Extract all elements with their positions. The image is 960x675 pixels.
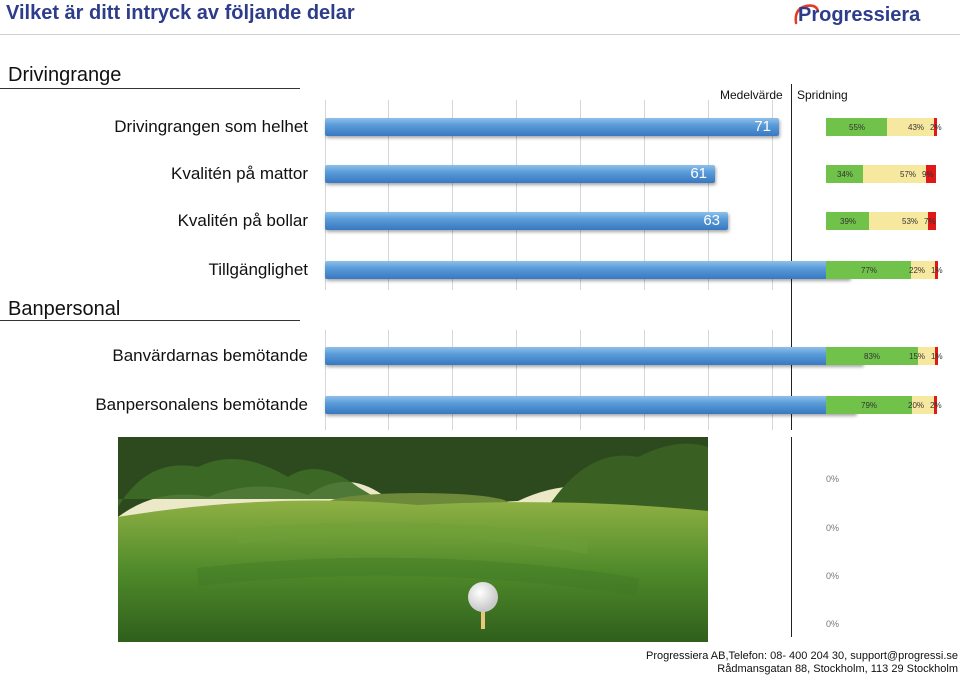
gridline — [644, 100, 645, 290]
empty-column-divider — [791, 437, 792, 637]
section-title-drivingrange: Drivingrange — [8, 64, 122, 86]
svg-text:Progressiera: Progressiera — [798, 4, 921, 26]
mean-bar — [325, 212, 728, 230]
mean-column-header: Medelvärde — [720, 88, 783, 102]
spread-value-label: 22% — [909, 266, 926, 275]
gridline — [580, 330, 581, 430]
spread-positive-segment — [826, 347, 918, 365]
progressiera-logo: Progressiera — [794, 4, 921, 26]
gridline — [325, 330, 326, 430]
gridline — [644, 330, 645, 430]
empty-spread-label: 0% — [826, 523, 840, 533]
gridline — [452, 100, 453, 290]
spread-value-label: 43% — [908, 123, 925, 132]
mean-bar — [325, 347, 863, 365]
empty-spread-label: 0% — [826, 619, 840, 629]
mean-value-label: 61 — [690, 165, 707, 182]
gridline — [772, 330, 773, 430]
gridline — [388, 330, 389, 430]
spread-positive-segment — [826, 212, 869, 230]
spread-neutral-segment — [918, 347, 935, 365]
spread-value-label: 7% — [924, 217, 936, 226]
spread-negative-segment — [935, 261, 938, 279]
spread-value-label: 77% — [861, 266, 878, 275]
spread-positive-segment — [826, 165, 863, 183]
gridline — [580, 100, 581, 290]
gridline — [388, 100, 389, 290]
row-label: Banpersonalens bemötande — [95, 395, 308, 414]
golf-course-photo — [118, 437, 708, 642]
gridline — [708, 330, 709, 430]
mean-value-label: 82 — [325, 261, 842, 279]
spread-neutral-segment — [912, 396, 934, 414]
spread-column-header: Spridning — [797, 88, 848, 102]
row-label: Drivingrangen som helhet — [114, 117, 308, 136]
title-divider — [0, 34, 960, 35]
row-label: Kvalitén på mattor — [170, 164, 308, 183]
spread-neutral-segment — [887, 118, 934, 136]
spread-value-label: 39% — [840, 217, 857, 226]
spread-negative-segment — [926, 165, 936, 183]
spread-value-label: 15% — [909, 352, 926, 361]
mean-bar — [325, 396, 856, 414]
spread-positive-segment — [826, 261, 911, 279]
spread-negative-segment — [935, 347, 938, 365]
spread-value-label: 79% — [861, 401, 878, 410]
mean-value-label: 83 — [325, 396, 848, 414]
page-title: Vilket är ditt intryck av följande delar — [6, 2, 355, 24]
mean-value-label: 63 — [703, 212, 720, 229]
footer-contact: Progressiera AB,Telefon: 08- 400 204 30,… — [645, 650, 958, 662]
mean-value-label: 84 — [325, 347, 855, 365]
column-divider — [791, 84, 792, 430]
spread-neutral-segment — [863, 165, 926, 183]
spread-value-label: 55% — [849, 123, 866, 132]
gridline — [516, 330, 517, 430]
gridline — [516, 100, 517, 290]
gridline — [325, 100, 326, 290]
mean-value-label: 71 — [754, 118, 771, 135]
spread-negative-segment — [928, 212, 936, 230]
section-title-banpersonal: Banpersonal — [8, 298, 121, 320]
row-label: Tillgänglighet — [208, 260, 308, 279]
row-label: Kvalitén på bollar — [177, 211, 308, 230]
spread-value-label: 53% — [902, 217, 919, 226]
spread-value-label: 83% — [864, 352, 881, 361]
section-underline — [0, 88, 300, 89]
mean-bar — [325, 118, 779, 136]
spread-value-label: 57% — [900, 170, 917, 179]
gridline — [708, 100, 709, 290]
footer-address: Rådmansgatan 88, Stockholm, 113 29 Stock… — [717, 663, 958, 675]
mean-bar — [325, 261, 850, 279]
spread-value-label: 2% — [930, 123, 942, 132]
spread-negative-segment — [934, 118, 937, 136]
spread-value-label: 34% — [837, 170, 854, 179]
spread-value-label: 1% — [931, 352, 943, 361]
gridline — [452, 330, 453, 430]
mean-bar — [325, 165, 715, 183]
spread-value-label: 1% — [931, 266, 943, 275]
spread-neutral-segment — [911, 261, 935, 279]
spread-value-label: 9% — [922, 170, 934, 179]
empty-spread-label: 0% — [826, 571, 840, 581]
spread-value-label: 20% — [908, 401, 925, 410]
spread-value-label: 2% — [930, 401, 942, 410]
gridline — [772, 100, 773, 290]
empty-spread-label: 0% — [826, 474, 840, 484]
spread-negative-segment — [934, 396, 937, 414]
row-label: Banvärdarnas bemötande — [112, 346, 308, 365]
spread-neutral-segment — [869, 212, 928, 230]
section-underline — [0, 320, 300, 321]
spread-positive-segment — [826, 396, 912, 414]
spread-positive-segment — [826, 118, 887, 136]
